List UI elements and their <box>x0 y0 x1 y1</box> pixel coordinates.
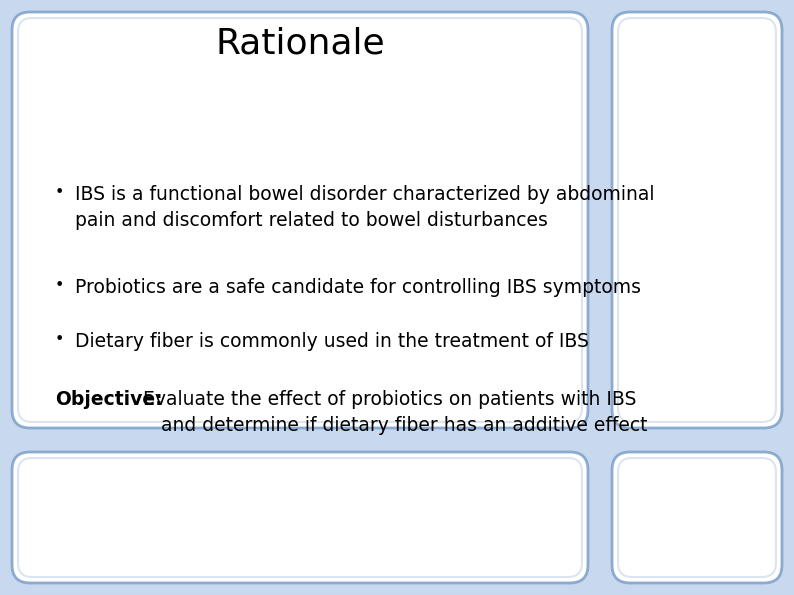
Text: Objective:: Objective: <box>55 390 163 409</box>
FancyBboxPatch shape <box>612 12 782 428</box>
Text: Dietary fiber is commonly used in the treatment of IBS: Dietary fiber is commonly used in the tr… <box>75 332 589 351</box>
FancyBboxPatch shape <box>12 12 588 428</box>
Text: IBS is a functional bowel disorder characterized by abdominal
pain and discomfor: IBS is a functional bowel disorder chara… <box>75 185 654 230</box>
FancyBboxPatch shape <box>612 452 782 583</box>
FancyBboxPatch shape <box>12 452 588 583</box>
Text: Probiotics are a safe candidate for controlling IBS symptoms: Probiotics are a safe candidate for cont… <box>75 278 641 297</box>
Text: Rationale: Rationale <box>215 27 385 61</box>
Text: •: • <box>55 278 64 293</box>
Text: Evaluate the effect of probiotics on patients with IBS
    and determine if diet: Evaluate the effect of probiotics on pat… <box>137 390 647 435</box>
Text: •: • <box>55 185 64 200</box>
Text: •: • <box>55 332 64 347</box>
